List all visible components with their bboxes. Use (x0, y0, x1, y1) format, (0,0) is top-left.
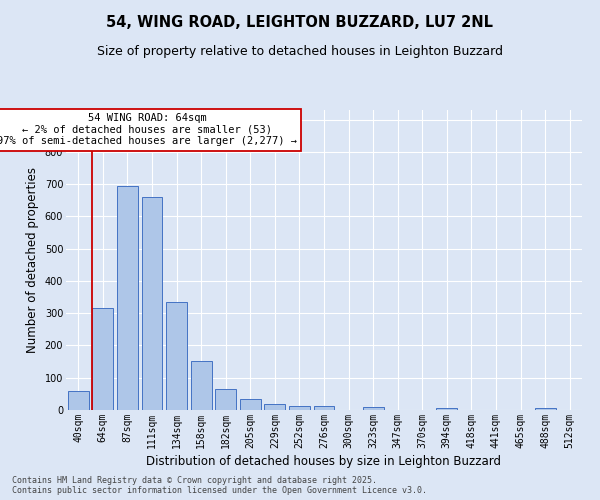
Bar (166, 302, 187, 410)
Bar (535, 408, 556, 410)
Bar (436, 408, 457, 410)
Bar (92, 308, 113, 410)
X-axis label: Distribution of detached houses by size in Leighton Buzzard: Distribution of detached houses by size … (146, 455, 502, 468)
Y-axis label: Number of detached properties: Number of detached properties (26, 167, 39, 353)
Text: Contains HM Land Registry data © Crown copyright and database right 2025.
Contai: Contains HM Land Registry data © Crown c… (12, 476, 427, 495)
Bar (240, 400, 261, 410)
Bar (191, 361, 212, 410)
Bar (314, 406, 334, 410)
Bar (142, 197, 163, 410)
Text: 54, WING ROAD, LEIGHTON BUZZARD, LU7 2NL: 54, WING ROAD, LEIGHTON BUZZARD, LU7 2NL (107, 15, 493, 30)
Bar (117, 186, 138, 410)
Bar (265, 404, 286, 410)
Text: Size of property relative to detached houses in Leighton Buzzard: Size of property relative to detached ho… (97, 45, 503, 58)
Bar (68, 390, 89, 410)
Bar (362, 407, 383, 410)
Text: 54 WING ROAD: 64sqm
← 2% of detached houses are smaller (53)
97% of semi-detache: 54 WING ROAD: 64sqm ← 2% of detached hou… (0, 113, 297, 146)
Bar (215, 389, 236, 410)
Bar (289, 406, 310, 410)
